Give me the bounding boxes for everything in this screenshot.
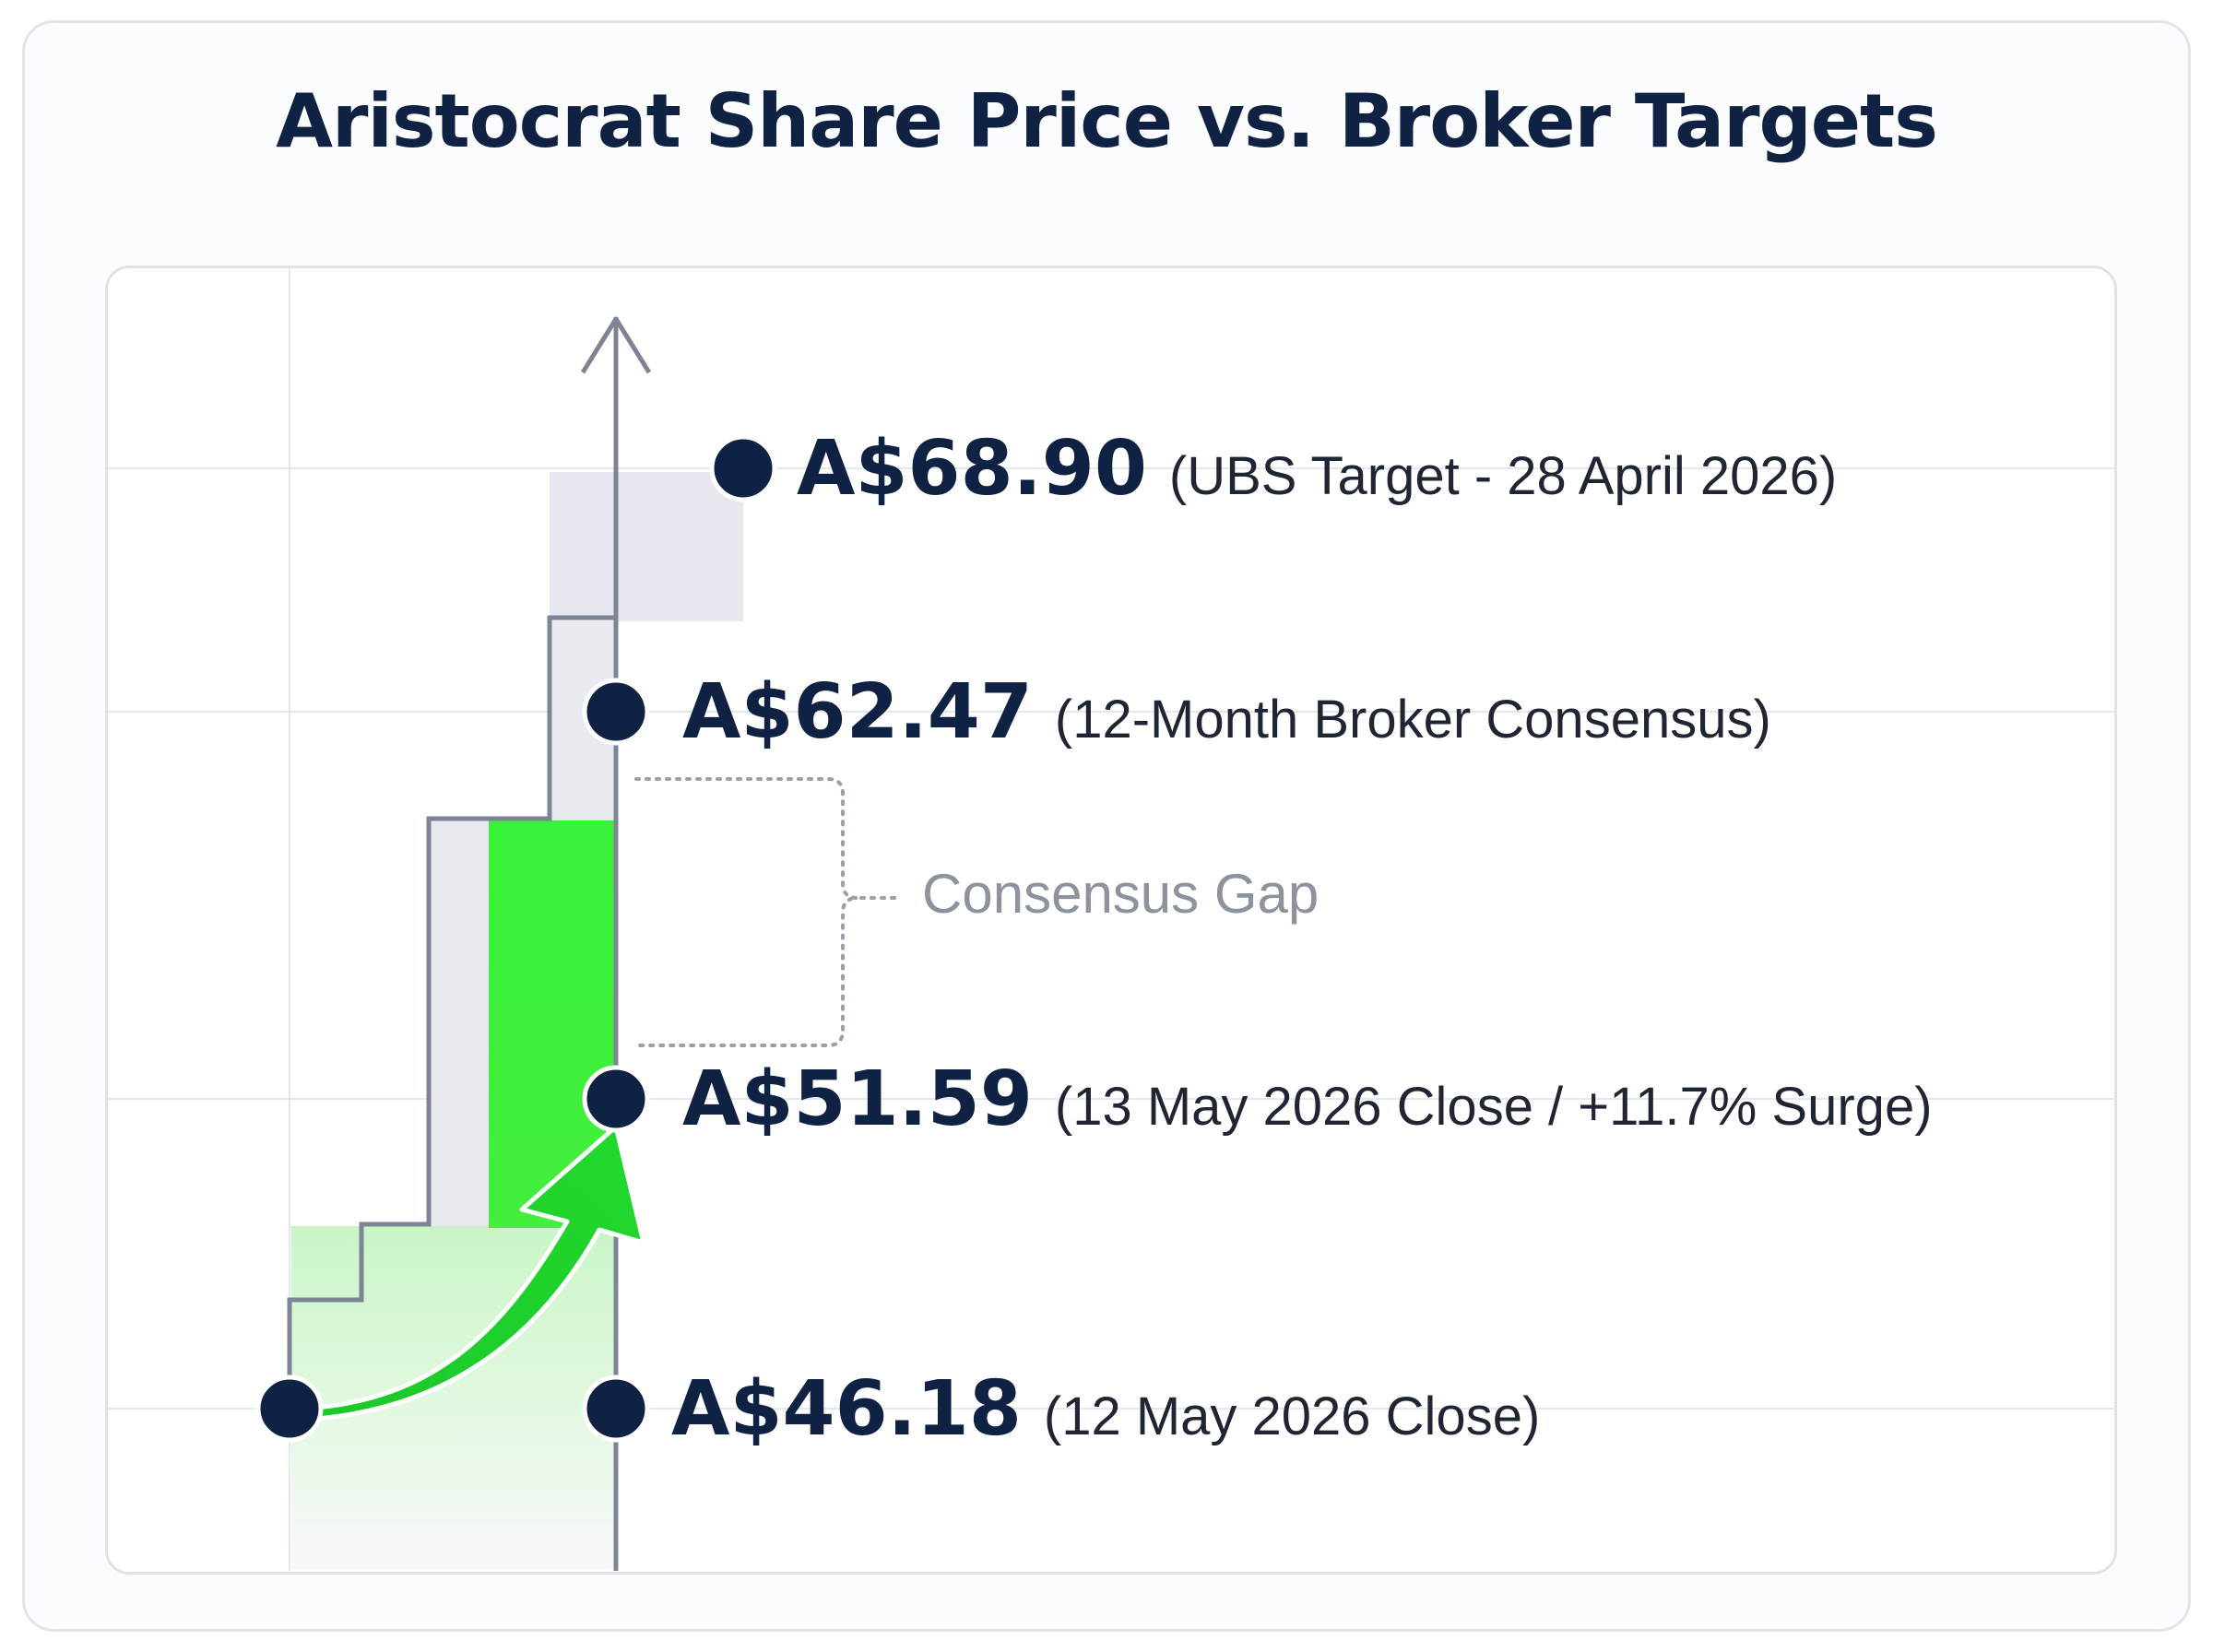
consensus-gap-label: Consensus Gap: [922, 863, 1319, 925]
data-label: A$68.90 (UBS Target - 28 April 2026): [797, 425, 1837, 513]
consensus-gap-bracket: [634, 777, 858, 1047]
staircase-outline: [287, 615, 616, 1401]
data-point-marker: [582, 1065, 650, 1133]
mid-step-fill: [429, 820, 489, 1226]
data-point-marker: [709, 434, 777, 502]
y-axis-arrowhead: [580, 316, 652, 374]
data-point-marker: [582, 678, 650, 746]
data-marks: A$68.90 (UBS Target - 28 April 2026) A$62.…: [582, 425, 1933, 1453]
surge-arrow: [300, 1124, 646, 1422]
value-label: A$62.47: [682, 668, 1033, 756]
chart-title: Aristocrat Share Price vs. Broker Target…: [276, 78, 1938, 164]
note-label: (12 May 2026 Close): [1044, 1386, 1540, 1446]
value-label: A$68.90: [797, 425, 1147, 513]
note-label: (13 May 2026 Close / +11.7% Surge): [1055, 1077, 1933, 1137]
data-point-marker: [582, 1375, 650, 1443]
data-label: A$51.59 (13 May 2026 Close / +11.7% Surge…: [682, 1056, 1933, 1143]
value-label: A$46.18: [671, 1365, 1022, 1453]
value-label: A$51.59: [682, 1056, 1033, 1143]
target-step-fill: [550, 472, 743, 621]
data-label: A$46.18 (12 May 2026 Close): [671, 1365, 1540, 1453]
start-marker: [255, 1375, 324, 1443]
note-label: (12-Month Broker Consensus): [1055, 690, 1771, 749]
data-label: A$62.47 (12-Month Broker Consensus): [682, 668, 1771, 756]
note-label: (UBS Target - 28 April 2026): [1169, 446, 1837, 506]
